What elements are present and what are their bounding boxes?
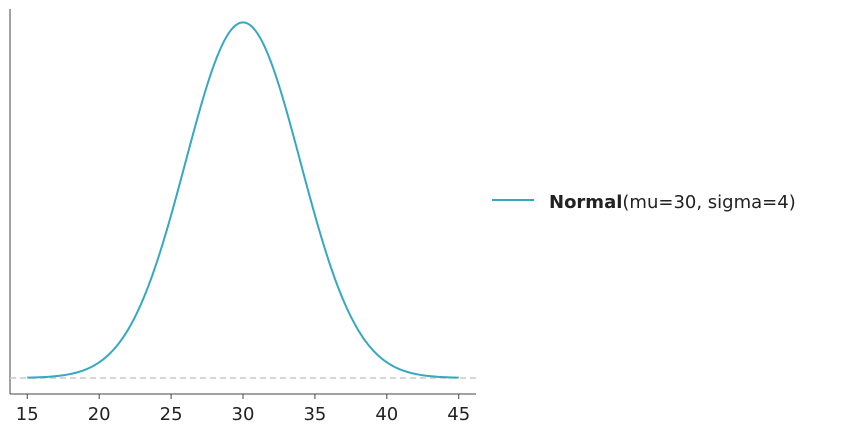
series-line-normal xyxy=(27,21,459,379)
x-tick-label: 35 xyxy=(303,404,326,425)
legend-label-params: (mu=30, sigma=4) xyxy=(622,192,795,213)
x-tick-label: 45 xyxy=(447,404,470,425)
x-tick-label: 20 xyxy=(88,404,111,425)
plot-area: 15 20 25 30 35 40 45 xyxy=(9,9,476,425)
legend: Normal(mu=30, sigma=4) xyxy=(492,192,796,213)
x-tick-label: 30 xyxy=(232,404,255,425)
x-tick-label: 15 xyxy=(16,404,39,425)
legend-label-family: Normal xyxy=(549,192,622,213)
x-ticks: 15 20 25 30 35 40 45 xyxy=(16,394,470,425)
x-tick-label: 40 xyxy=(375,404,398,425)
legend-label: Normal(mu=30, sigma=4) xyxy=(549,192,796,213)
x-tick-label: 25 xyxy=(160,404,183,425)
